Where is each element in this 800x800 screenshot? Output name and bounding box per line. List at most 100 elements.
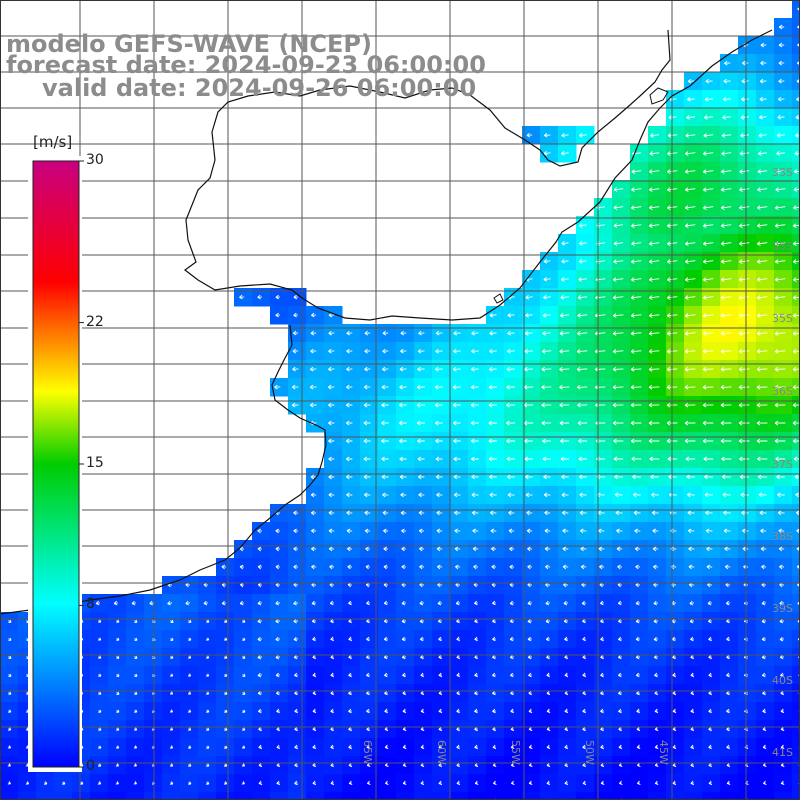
wind-arrow: [615, 510, 623, 516]
wind-arrow: [328, 330, 335, 336]
wind-arrow: [684, 187, 696, 192]
wind-arrow: [631, 187, 642, 192]
wind-arrow: [775, 169, 786, 174]
colorbar-tick-label: 0: [86, 758, 95, 774]
wind-arrow: [419, 600, 424, 606]
wind-arrow: [672, 780, 677, 786]
wind-arrow: [346, 492, 353, 498]
latitude-label: 39S: [772, 602, 793, 615]
wind-arrow: [793, 456, 800, 462]
wind-arrow: [506, 348, 515, 354]
wind-arrow: [420, 708, 425, 714]
wind-arrow: [724, 546, 731, 552]
wind-arrow: [720, 259, 732, 264]
wind-cell: [792, 576, 800, 595]
wind-arrow: [739, 187, 750, 192]
wind-arrow: [652, 546, 659, 552]
wind-arrow: [363, 474, 371, 480]
wind-cell: [792, 72, 800, 91]
wind-arrow: [545, 600, 551, 606]
wind-arrow: [489, 312, 497, 318]
wind-arrow: [598, 528, 605, 534]
wind-arrow: [383, 546, 389, 552]
wind-arrow: [561, 241, 569, 246]
wind-arrow: [133, 763, 137, 767]
wind-arrow: [116, 691, 120, 695]
wind-arrow: [399, 366, 407, 372]
wind-arrow: [381, 438, 389, 444]
wind-arrow: [133, 745, 138, 749]
wind-arrow: [328, 546, 335, 552]
wind-arrow: [757, 169, 768, 174]
wind-arrow: [474, 672, 478, 678]
wind-arrow: [312, 708, 317, 714]
wind-arrow: [612, 313, 624, 318]
wind-arrow: [792, 277, 800, 282]
wind-arrow: [348, 744, 352, 750]
wind-cell: [252, 792, 271, 800]
wind-arrow: [239, 564, 244, 570]
wind-arrow: [434, 402, 443, 408]
wind-arrow: [776, 474, 785, 480]
wind-arrow: [275, 654, 280, 660]
wind-arrow: [365, 672, 370, 678]
wind-arrow: [434, 384, 443, 390]
wind-arrow: [188, 637, 192, 641]
wind-arrow: [257, 600, 262, 606]
wind-arrow: [242, 727, 246, 731]
wind-cell: [792, 792, 800, 800]
wind-arrow: [702, 366, 714, 372]
wind-arrow: [578, 259, 587, 264]
wind-arrow: [635, 564, 641, 570]
wind-arrow: [526, 528, 533, 534]
wind-arrow: [383, 636, 388, 642]
wind-arrow: [258, 744, 263, 750]
wind-arrow: [541, 366, 552, 372]
wind-arrow: [364, 492, 371, 498]
wind-cell: [162, 792, 181, 800]
wind-arrow: [417, 366, 425, 372]
wind-arrow: [634, 528, 641, 534]
wind-cell: [558, 792, 577, 800]
wind-arrow: [436, 546, 443, 552]
wind-arrow: [723, 528, 731, 534]
wind-arrow: [702, 438, 714, 444]
wind-arrow: [7, 781, 11, 785]
wind-arrow: [436, 492, 443, 498]
wind-cell: [216, 792, 235, 800]
wind-arrow: [630, 295, 642, 300]
wind-arrow: [293, 546, 299, 552]
wind-arrow: [133, 727, 138, 731]
wind-arrow: [293, 510, 299, 516]
wind-arrow: [224, 655, 228, 659]
wind-arrow: [612, 366, 624, 372]
wind-arrow: [524, 438, 533, 444]
wind-arrow: [578, 456, 587, 462]
wind-arrow: [689, 600, 695, 606]
wind-arrow: [543, 492, 551, 498]
wind-arrow: [559, 420, 570, 426]
wind-arrow: [582, 744, 586, 750]
wind-arrow: [438, 636, 442, 642]
wind-arrow: [741, 96, 749, 102]
wind-arrow: [224, 673, 228, 677]
wind-arrow: [276, 780, 281, 786]
wind-arrow: [653, 600, 659, 606]
wind-arrow: [617, 636, 622, 642]
wind-arrow: [400, 348, 407, 354]
wind-arrow: [756, 277, 768, 282]
wind-arrow: [366, 780, 371, 786]
wind-arrow: [720, 402, 732, 408]
wind-arrow: [541, 348, 552, 354]
wind-arrow: [453, 474, 461, 480]
wind-arrow: [617, 600, 622, 606]
wind-arrow: [452, 402, 461, 408]
wind-arrow: [721, 133, 732, 138]
wind-arrow: [761, 600, 766, 606]
wind-arrow: [702, 241, 714, 246]
wind-cell: [792, 756, 800, 775]
wind-arrow: [206, 637, 210, 641]
wind-arrow: [456, 636, 460, 642]
wind-arrow: [133, 781, 137, 785]
wind-arrow: [757, 205, 768, 210]
